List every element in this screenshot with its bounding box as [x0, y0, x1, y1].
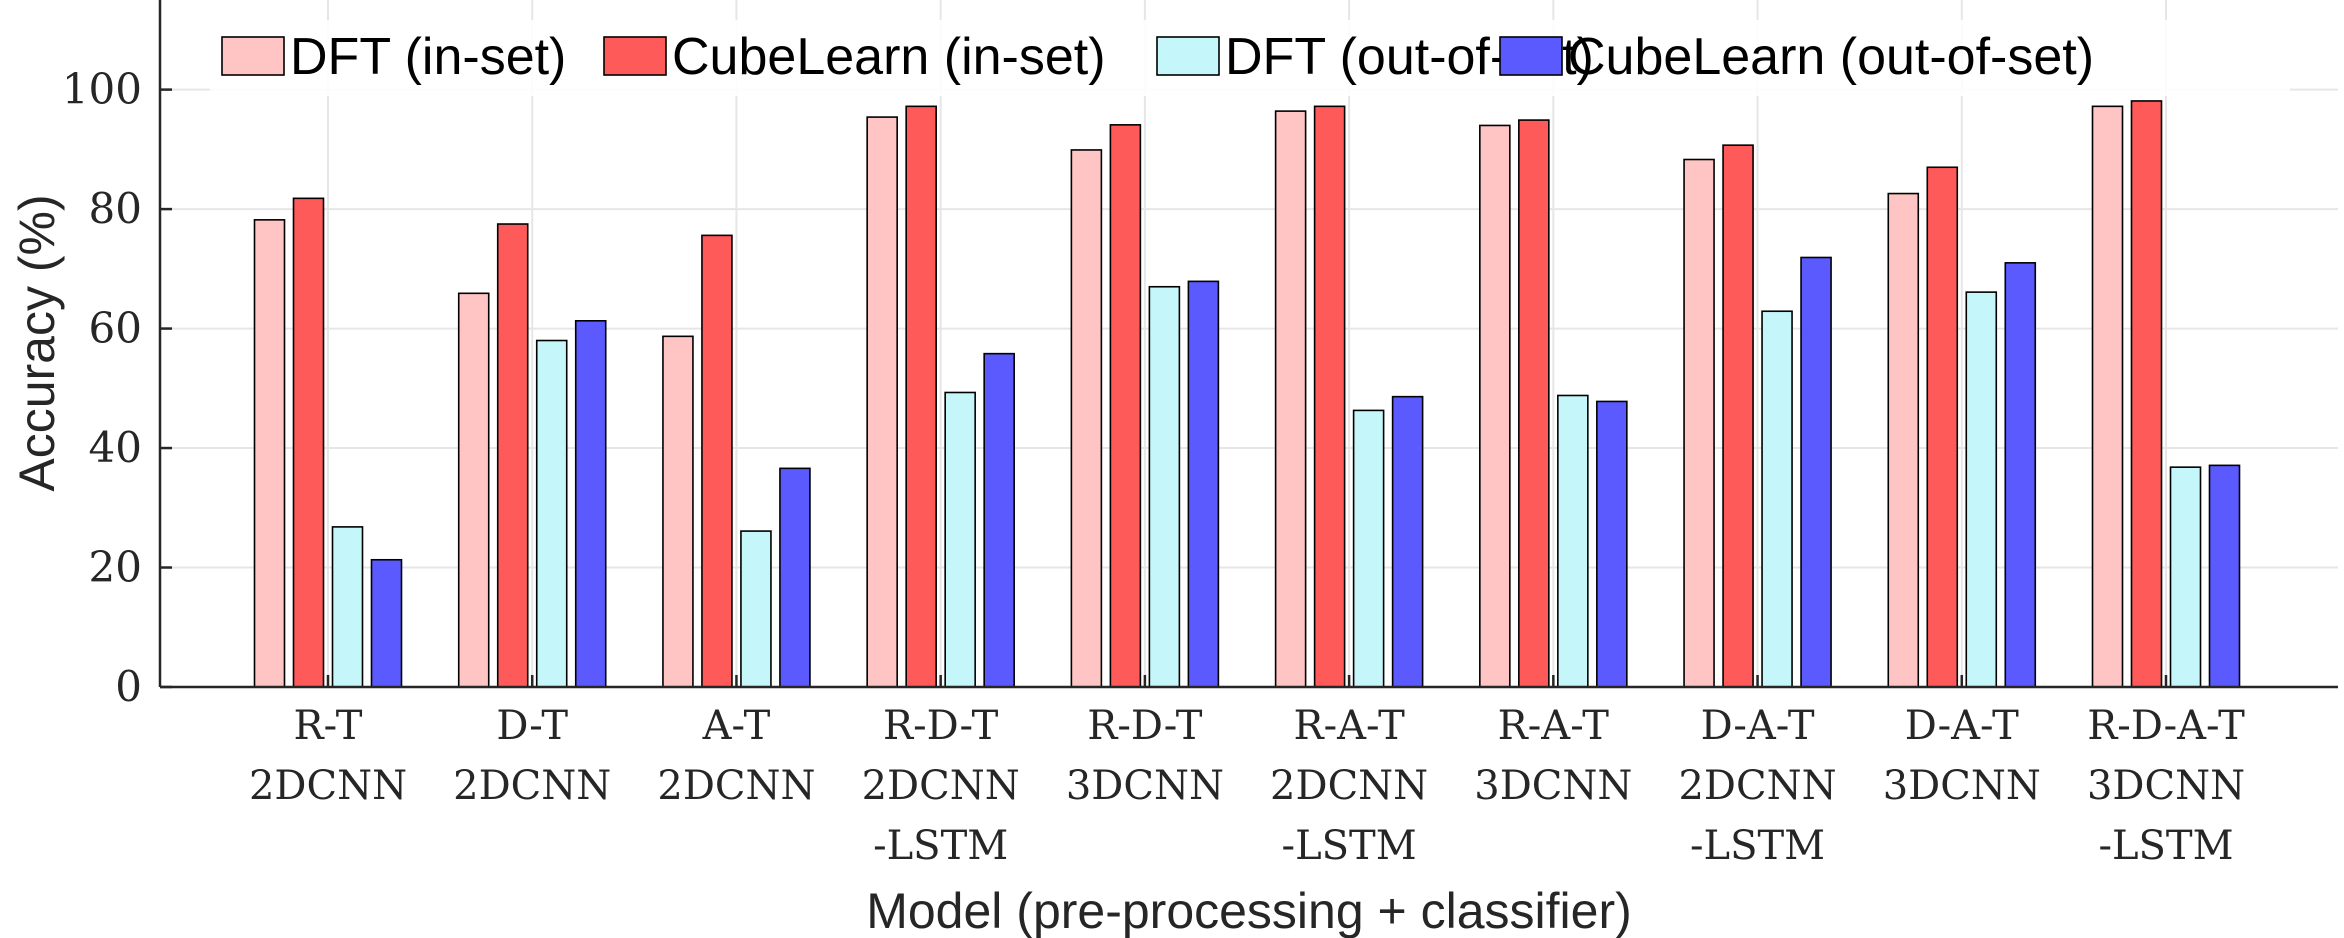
- bar-dft-in-set-9: [2091, 105, 2124, 688]
- bar-cubelearn-out-of-set-3: [983, 352, 1015, 688]
- bar-cubelearn-in-set-4: [1109, 124, 1142, 688]
- bar-dft-in-set-4: [1070, 149, 1103, 688]
- bar-cubelearn-out-of-set-9: [2208, 464, 2241, 688]
- x-tick-label: R-D-T: [883, 703, 999, 749]
- x-axis-label: Model (pre-processing + classifier): [866, 883, 1632, 938]
- y-tick-label: 60: [89, 304, 142, 353]
- bar-dft-in-set-7: [1683, 158, 1715, 688]
- bar-cubelearn-in-set-6: [1518, 119, 1550, 688]
- y-tick-labels: 0 20 40 60 80 100: [62, 65, 142, 711]
- x-tick-label: A-T: [702, 703, 771, 749]
- y-tick-label: 40: [89, 423, 142, 472]
- y-tick-label: 80: [89, 184, 142, 233]
- x-tick-label: 2DCNN: [1678, 763, 1836, 809]
- bar-dft-out-of-set-8: [1965, 291, 1998, 688]
- bar-dft-out-of-set-0: [331, 526, 364, 688]
- bar-cubelearn-in-set-3: [905, 105, 937, 688]
- bar-cubelearn-out-of-set-8: [2004, 262, 2037, 688]
- bar-dft-out-of-set-2: [740, 530, 772, 688]
- x-tick-label: 3DCNN: [1474, 763, 1632, 809]
- y-tick-label: 20: [89, 543, 142, 592]
- x-tick-label: -LSTM: [873, 823, 1008, 869]
- legend-swatch-3: [1499, 36, 1563, 76]
- bar-dft-in-set-3: [866, 116, 898, 688]
- x-tick-label: 2DCNN: [453, 763, 611, 809]
- legend-swatch-2: [1156, 36, 1220, 76]
- x-tick-label: R-D-T: [1087, 703, 1203, 749]
- legend-swatch-0: [221, 36, 285, 76]
- x-tick-label: D-A-T: [1905, 703, 2019, 749]
- bar-dft-in-set-2: [662, 335, 694, 688]
- x-tick-label: R-A-T: [1498, 703, 1610, 749]
- bar-cubelearn-out-of-set-5: [1391, 395, 1424, 688]
- x-tick-label: 3DCNN: [2087, 763, 2245, 809]
- bar-cubelearn-out-of-set-4: [1187, 280, 1220, 688]
- bar-dft-out-of-set-3: [944, 391, 976, 688]
- x-tick-label: R-D-A-T: [2087, 703, 2245, 749]
- x-tick-label: 3DCNN: [1066, 763, 1224, 809]
- x-tick-label: R-T: [294, 703, 363, 749]
- x-tick-label: -LSTM: [2098, 823, 2233, 869]
- legend-label: CubeLearn (out-of-set): [1568, 28, 2094, 86]
- x-tick-label: 2DCNN: [657, 763, 815, 809]
- bar-dft-out-of-set-6: [1557, 394, 1589, 688]
- bar-dft-out-of-set-4: [1148, 285, 1181, 688]
- x-tick-label: R-A-T: [1293, 703, 1405, 749]
- bar-cubelearn-in-set-1: [496, 223, 529, 688]
- x-tick-label: 3DCNN: [1883, 763, 2041, 809]
- x-tick-label: D-A-T: [1701, 703, 1815, 749]
- y-tick-label: 0: [115, 662, 142, 711]
- bar-dft-out-of-set-9: [2169, 466, 2202, 688]
- bar-cubelearn-in-set-2: [701, 234, 733, 688]
- bar-dft-out-of-set-1: [535, 339, 568, 688]
- bar-dft-in-set-6: [1479, 124, 1511, 688]
- x-tick-label: -LSTM: [1690, 823, 1825, 869]
- bar-cubelearn-in-set-9: [2130, 100, 2163, 688]
- legend-label: DFT (in-set): [290, 28, 566, 86]
- bar-dft-in-set-8: [1887, 192, 1920, 688]
- bar-dft-in-set-1: [457, 292, 490, 688]
- y-axis-label: Accuracy (%): [9, 194, 65, 491]
- bar-cubelearn-out-of-set-6: [1596, 400, 1628, 688]
- x-tick-label: -LSTM: [1282, 823, 1417, 869]
- bar-cubelearn-out-of-set-0: [370, 558, 403, 688]
- bar-dft-out-of-set-7: [1761, 310, 1793, 688]
- x-tick-label: 2DCNN: [249, 763, 407, 809]
- bar-cubelearn-in-set-5: [1313, 105, 1346, 688]
- legend: DFT (in-set) CubeLearn (in-set) DFT (out-o…: [210, 20, 2290, 96]
- bar-cubelearn-out-of-set-1: [574, 319, 607, 688]
- bars: [253, 100, 2241, 688]
- x-tick-label: 2DCNN: [862, 763, 1020, 809]
- bar-dft-in-set-5: [1274, 110, 1307, 688]
- y-tick-label: 100: [62, 65, 142, 114]
- axes: [158, 0, 2338, 689]
- bar-cubelearn-in-set-0: [292, 197, 325, 688]
- bar-cubelearn-in-set-7: [1722, 144, 1754, 688]
- legend-label: CubeLearn (in-set): [672, 28, 1106, 86]
- legend-swatch-1: [603, 36, 667, 76]
- legend-background: [210, 20, 2290, 96]
- bar-cubelearn-out-of-set-2: [779, 467, 811, 688]
- x-tick-label: 2DCNN: [1270, 763, 1428, 809]
- bar-dft-in-set-0: [253, 219, 286, 688]
- x-tick-label: D-T: [496, 703, 568, 749]
- bar-dft-out-of-set-5: [1352, 409, 1385, 688]
- bar-cubelearn-in-set-8: [1926, 166, 1959, 688]
- bar-cubelearn-out-of-set-7: [1800, 256, 1832, 688]
- x-tick-labels: R-T 2DCNN D-T 2DCNN A-T 2DCNN R-D-T 2DCNN -LSTM R…: [249, 703, 2245, 869]
